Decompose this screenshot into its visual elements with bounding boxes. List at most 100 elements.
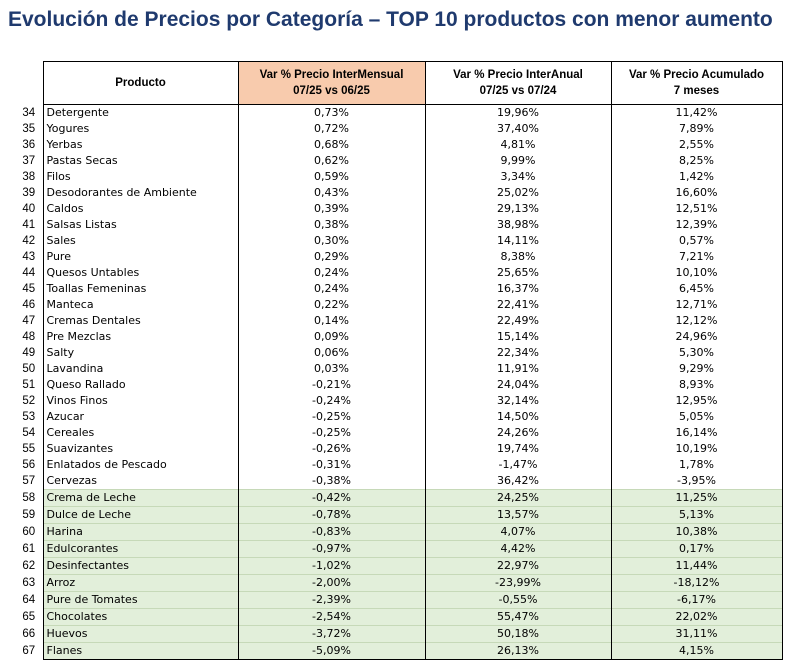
var-interanual: 13,57% <box>425 506 612 524</box>
var-acumulado: 0,17% <box>611 540 783 558</box>
header-interanual-line1: Var % Precio InterAnual <box>453 69 583 81</box>
row-number: 41 <box>22 219 36 231</box>
table-row: 61 Edulcorantes -0,97% 4,42% 0,17% <box>15 540 783 558</box>
product-name: Pure de Tomates <box>42 591 239 609</box>
var-intermensual: -2,54% <box>238 608 426 626</box>
var-intermensual: -0,24% <box>238 393 426 409</box>
row-number: 50 <box>22 363 36 375</box>
product-name: Yogures <box>42 121 239 137</box>
var-interanual: 16,37% <box>425 281 612 297</box>
var-acumulado: -3,95% <box>611 473 783 490</box>
var-acumulado: 12,12% <box>611 313 783 329</box>
row-number: 49 <box>22 347 36 359</box>
header-intermensual-line1: Var % Precio InterMensual <box>259 69 404 81</box>
table-row: 59 Dulce de Leche -0,78% 13,57% 5,13% <box>15 506 783 524</box>
var-acumulado: 12,95% <box>611 393 783 409</box>
var-interanual: 25,02% <box>425 185 612 201</box>
var-acumulado: 11,25% <box>611 489 783 507</box>
var-acumulado: 4,15% <box>611 642 783 660</box>
row-number: 55 <box>22 443 36 455</box>
table-row: 46 Manteca 0,22% 22,41% 12,71% <box>15 297 783 313</box>
var-intermensual: 0,30% <box>238 233 426 249</box>
table-row: 65 Chocolates -2,54% 55,47% 22,02% <box>15 608 783 626</box>
var-interanual: -0,55% <box>425 591 612 609</box>
product-name: Pre Mezclas <box>42 329 239 345</box>
var-intermensual: 0,24% <box>238 265 426 281</box>
product-name: Sales <box>42 233 239 249</box>
var-intermensual: -3,72% <box>238 625 426 643</box>
var-intermensual: -0,21% <box>238 377 426 393</box>
row-number: 36 <box>22 139 36 151</box>
var-acumulado: 11,44% <box>611 557 783 575</box>
header-producto: Producto <box>42 61 239 105</box>
var-acumulado: 24,96% <box>611 329 783 345</box>
var-acumulado: 1,78% <box>611 457 783 473</box>
row-number: 67 <box>22 645 36 657</box>
table-row: 43 Pure 0,29% 8,38% 7,21% <box>15 249 783 265</box>
product-name: Chocolates <box>42 608 239 626</box>
row-number: 66 <box>22 628 36 640</box>
table-row: 42 Sales 0,30% 14,11% 0,57% <box>15 233 783 249</box>
table-row: 56 Enlatados de Pescado -0,31% -1,47% 1,78% <box>15 457 783 473</box>
product-name: Crema de Leche <box>42 489 239 507</box>
var-intermensual: 0,22% <box>238 297 426 313</box>
product-name: Filos <box>42 169 239 185</box>
table-row: 51 Queso Rallado -0,21% 24,04% 8,93% <box>15 377 783 393</box>
var-intermensual: -0,25% <box>238 409 426 425</box>
product-name: Lavandina <box>42 361 239 377</box>
var-interanual: 26,13% <box>425 642 612 660</box>
var-interanual: 22,49% <box>425 313 612 329</box>
table-row: 38 Filos 0,59% 3,34% 1,42% <box>15 169 783 185</box>
var-intermensual: 0,62% <box>238 153 426 169</box>
var-intermensual: -0,31% <box>238 457 426 473</box>
var-intermensual: -5,09% <box>238 642 426 660</box>
product-name: Toallas Femeninas <box>42 281 239 297</box>
product-name: Queso Rallado <box>42 377 239 393</box>
var-intermensual: 0,68% <box>238 137 426 153</box>
var-intermensual: 0,43% <box>238 185 426 201</box>
var-intermensual: -2,00% <box>238 574 426 592</box>
var-acumulado: 12,39% <box>611 217 783 233</box>
var-interanual: 24,26% <box>425 425 612 441</box>
header-producto-label: Producto <box>115 77 166 89</box>
var-interanual: 4,81% <box>425 137 612 153</box>
var-acumulado: 2,55% <box>611 137 783 153</box>
product-name: Yerbas <box>42 137 239 153</box>
var-acumulado: 7,89% <box>611 121 783 137</box>
product-name: Detergente <box>42 104 239 121</box>
table-row: 47 Cremas Dentales 0,14% 22,49% 12,12% <box>15 313 783 329</box>
var-acumulado: 1,42% <box>611 169 783 185</box>
var-interanual: 29,13% <box>425 201 612 217</box>
table-row: 60 Harina -0,83% 4,07% 10,38% <box>15 523 783 541</box>
table-row: 50 Lavandina 0,03% 11,91% 9,29% <box>15 361 783 377</box>
table-row: 67 Flanes -5,09% 26,13% 4,15% <box>15 642 783 660</box>
row-number: 59 <box>22 509 36 521</box>
table-row: 36 Yerbas 0,68% 4,81% 2,55% <box>15 137 783 153</box>
var-intermensual: -0,42% <box>238 489 426 507</box>
row-number: 51 <box>22 379 36 391</box>
product-name: Vinos Finos <box>42 393 239 409</box>
row-number: 40 <box>22 203 36 215</box>
var-intermensual: 0,73% <box>238 104 426 121</box>
var-acumulado: 5,05% <box>611 409 783 425</box>
row-number: 57 <box>22 475 36 488</box>
product-name: Dulce de Leche <box>42 506 239 524</box>
header-acumulado-line2: 7 meses <box>673 85 720 97</box>
var-interanual: 24,04% <box>425 377 612 393</box>
table-row: 58 Crema de Leche -0,42% 24,25% 11,25% <box>15 489 783 507</box>
row-number: 53 <box>22 411 36 423</box>
var-intermensual: -0,25% <box>238 425 426 441</box>
table-row: 57 Cervezas -0,38% 36,42% -3,95% <box>15 473 783 490</box>
var-acumulado: 8,93% <box>611 377 783 393</box>
row-number: 45 <box>22 283 36 295</box>
var-intermensual: 0,24% <box>238 281 426 297</box>
var-interanual: -23,99% <box>425 574 612 592</box>
product-name: Harina <box>42 523 239 541</box>
row-number: 48 <box>22 331 36 343</box>
row-number: 39 <box>22 187 36 199</box>
price-table: Producto Var % Precio InterMensual 07/25 … <box>15 61 783 660</box>
var-acumulado: 6,45% <box>611 281 783 297</box>
var-intermensual: 0,29% <box>238 249 426 265</box>
var-intermensual: 0,59% <box>238 169 426 185</box>
product-name: Azucar <box>42 409 239 425</box>
